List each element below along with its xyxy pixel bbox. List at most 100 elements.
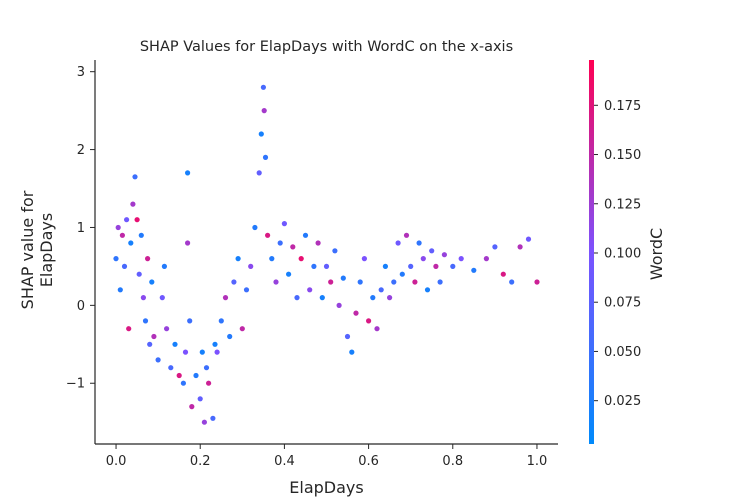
data-point <box>222 295 229 301</box>
data-point <box>161 263 167 269</box>
colorbar-title: WordC <box>647 228 666 280</box>
data-point <box>126 326 132 332</box>
chart-title: SHAP Values for ElapDays with WordC on t… <box>140 39 513 55</box>
colorbar-tick-label: 0.150 <box>604 148 641 163</box>
data-point <box>155 357 161 363</box>
data-point <box>252 224 258 231</box>
data-point <box>412 279 418 285</box>
data-point <box>260 84 266 90</box>
data-point <box>243 287 250 293</box>
data-point <box>128 240 134 246</box>
data-point <box>227 333 233 340</box>
data-point <box>164 326 170 332</box>
data-point <box>332 248 338 254</box>
data-point <box>408 263 414 269</box>
data-point <box>387 295 393 301</box>
data-point <box>458 256 464 262</box>
data-point <box>328 279 334 285</box>
data-point <box>176 372 182 379</box>
data-point <box>441 252 447 258</box>
data-point <box>149 279 155 285</box>
data-point <box>311 263 317 269</box>
data-point <box>429 248 435 254</box>
data-point <box>357 279 363 285</box>
data-point <box>298 256 304 262</box>
colorbar-tick-label: 0.125 <box>604 197 641 212</box>
data-point <box>374 326 380 332</box>
data-point <box>277 240 283 246</box>
y-axis-title: SHAP value forElapDays <box>18 190 56 309</box>
colorbar-tick-label: 0.100 <box>604 246 641 261</box>
data-point <box>290 244 296 250</box>
data-point <box>180 380 186 386</box>
data-point <box>113 256 119 262</box>
y-tick-label: −1 <box>66 377 85 392</box>
data-point <box>147 341 153 347</box>
data-point <box>151 333 157 340</box>
data-point <box>115 224 121 231</box>
data-point <box>199 349 205 355</box>
data-point <box>258 131 264 137</box>
data-point <box>185 240 191 246</box>
data-point <box>323 263 330 269</box>
data-point <box>416 240 422 246</box>
data-point <box>319 295 325 301</box>
data-point <box>433 263 439 269</box>
data-point <box>420 256 426 262</box>
data-point <box>185 170 191 176</box>
data-point <box>525 236 532 242</box>
data-point <box>378 287 384 293</box>
data-point <box>336 302 342 308</box>
data-point <box>273 279 279 285</box>
data-point <box>235 256 241 262</box>
data-point <box>517 244 523 250</box>
data-point <box>197 396 203 402</box>
data-point <box>471 267 477 273</box>
data-point <box>206 380 212 386</box>
data-point <box>138 232 144 238</box>
data-point <box>399 271 405 277</box>
y-tick-label: 1 <box>77 221 85 236</box>
data-point <box>391 279 397 285</box>
y-tick-label: 0 <box>77 299 85 314</box>
data-point <box>483 256 489 262</box>
data-point <box>117 287 123 293</box>
data-point <box>450 263 456 269</box>
data-point <box>187 318 193 324</box>
data-point <box>218 318 224 324</box>
data-point <box>159 295 165 301</box>
data-point <box>124 217 130 223</box>
data-point <box>262 154 269 160</box>
data-point <box>395 240 401 246</box>
scatter-points <box>113 84 540 425</box>
data-point <box>214 349 220 355</box>
data-point <box>349 349 355 355</box>
data-point <box>340 275 346 281</box>
data-point <box>145 256 151 262</box>
data-point <box>182 349 189 355</box>
y-tick-label: 3 <box>77 65 85 80</box>
data-point <box>286 271 292 277</box>
data-point <box>210 415 216 421</box>
data-point <box>142 318 149 324</box>
data-point <box>424 287 431 293</box>
data-point <box>534 279 540 285</box>
y-axis-title-line: SHAP value for <box>18 190 37 309</box>
y-tick-label: 2 <box>77 143 85 158</box>
data-point <box>403 232 410 238</box>
colorbar-tick-label: 0.175 <box>604 99 641 114</box>
colorbar-tick-label: 0.075 <box>604 296 641 311</box>
colorbar-tick-label: 0.025 <box>604 394 641 409</box>
data-point <box>302 232 309 238</box>
x-axis-title: ElapDays <box>289 478 363 497</box>
data-point <box>189 404 195 410</box>
data-point <box>132 174 138 180</box>
data-point <box>361 256 367 262</box>
data-point <box>307 287 313 293</box>
data-point <box>281 221 287 227</box>
data-point <box>344 333 351 340</box>
data-point <box>193 372 199 379</box>
data-point <box>119 232 125 238</box>
data-point <box>437 279 443 285</box>
